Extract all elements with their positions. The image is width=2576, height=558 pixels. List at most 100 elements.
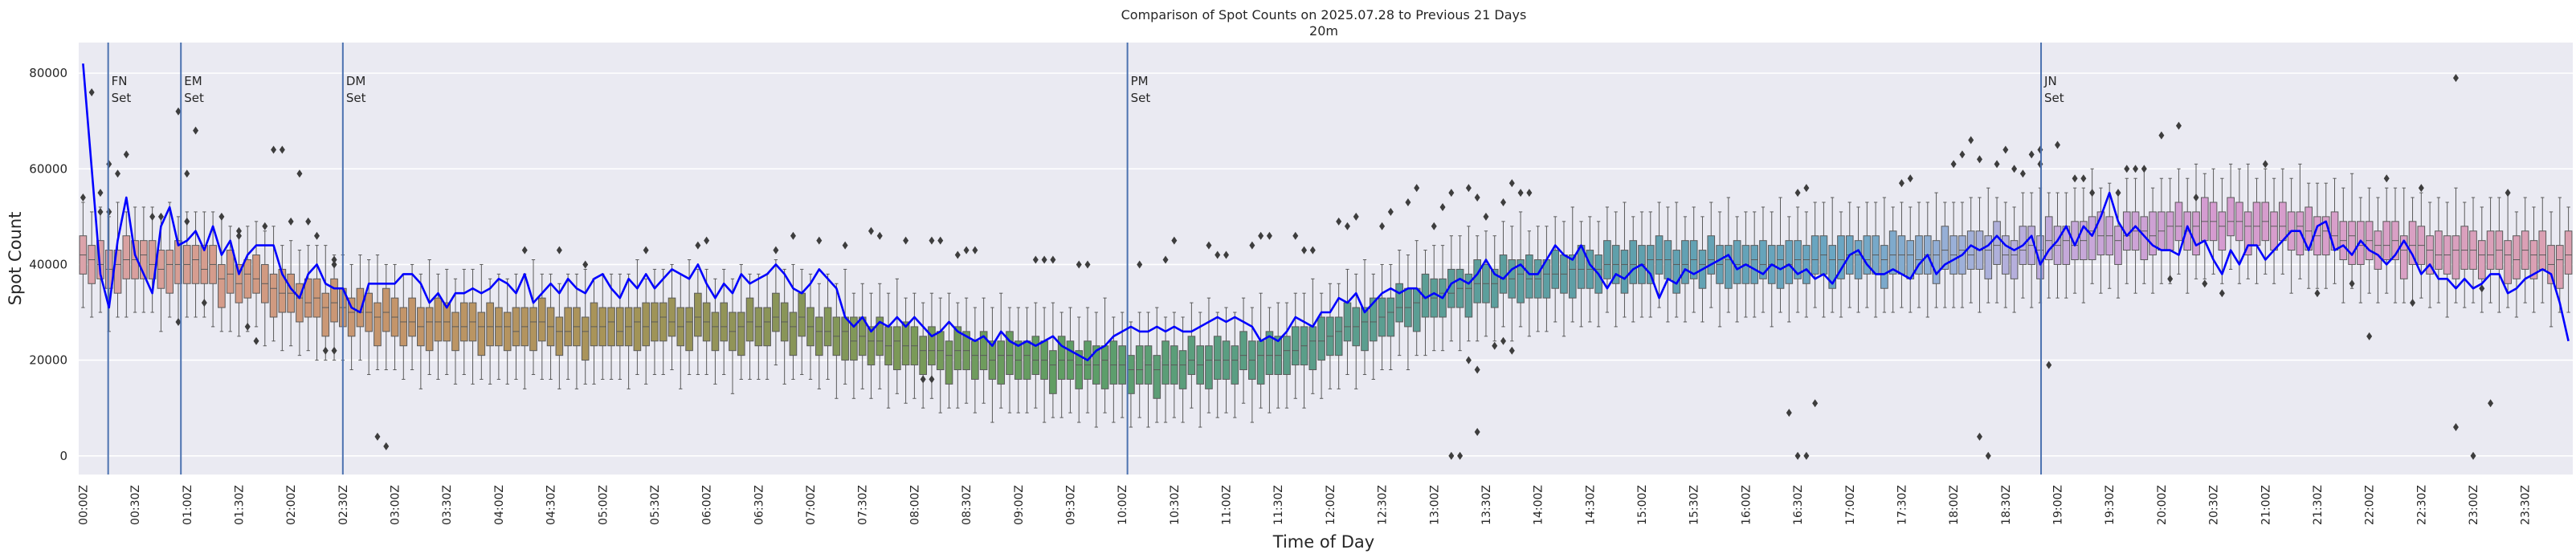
- x-tick-label: 16:30Z: [1792, 485, 1805, 525]
- outlier-point: [695, 241, 701, 250]
- outlier-point: [1041, 255, 1047, 264]
- x-tick-label: 11:00Z: [1221, 485, 1234, 525]
- iqr-box: [2477, 240, 2486, 279]
- iqr-box: [876, 316, 884, 356]
- box-22:00Z-264: [2365, 187, 2374, 294]
- box-01:30Z-22: [269, 226, 278, 342]
- box-03:00Z-40: [425, 259, 434, 375]
- x-tick-label: 23:00Z: [2468, 485, 2480, 525]
- box-01:30Z-20: [252, 221, 260, 328]
- iqr-box: [330, 278, 338, 323]
- box-12:00Z-145: [1334, 283, 1343, 389]
- x-tick-label: 17:00Z: [1844, 485, 1857, 525]
- iqr-box: [1464, 273, 1473, 318]
- iqr-box: [2374, 230, 2382, 270]
- iqr-box: [2382, 221, 2391, 260]
- iqr-box: [459, 302, 468, 342]
- chart-title: Comparison of Spot Counts on 2025.07.28 …: [1121, 7, 1527, 22]
- outlier-point: [235, 231, 242, 240]
- x-tick-label: 16:00Z: [1740, 485, 1753, 525]
- iqr-box: [667, 297, 676, 337]
- iqr-box: [1941, 226, 1949, 270]
- outlier-point: [235, 226, 242, 235]
- x-tick-label: 01:30Z: [233, 485, 246, 525]
- x-tick-label: 07:00Z: [805, 485, 818, 525]
- iqr-box: [122, 235, 131, 279]
- iqr-box: [1031, 336, 1040, 375]
- iqr-box: [979, 331, 988, 371]
- iqr-box: [191, 245, 200, 284]
- outlier-point: [1483, 212, 1489, 221]
- x-tick-label: 05:30Z: [649, 485, 662, 525]
- outlier-point: [1803, 451, 1810, 460]
- iqr-box: [659, 302, 667, 342]
- box-06:30Z-83: [798, 268, 806, 375]
- outlier-point: [2141, 165, 2147, 173]
- iqr-box: [1127, 355, 1135, 394]
- iqr-box: [745, 297, 754, 342]
- x-tick-label: 13:30Z: [1480, 485, 1493, 525]
- marker-label-sub: Set: [346, 91, 366, 105]
- box-08:00Z-97: [919, 302, 927, 409]
- outlier-point: [1474, 193, 1480, 202]
- iqr-box: [1412, 287, 1421, 332]
- outlier-point: [322, 346, 329, 355]
- box-12:30Z-151: [1386, 263, 1395, 371]
- box-08:30Z-105: [988, 307, 997, 423]
- iqr-box: [503, 312, 512, 352]
- iqr-box: [1785, 240, 1794, 284]
- box-07:00Z-87: [832, 283, 841, 399]
- iqr-box: [140, 240, 148, 279]
- box-15:30Z-189: [1716, 211, 1724, 328]
- box-19:00Z-230: [2071, 187, 2079, 294]
- x-tick-label: 22:30Z: [2415, 485, 2428, 525]
- outlier-point: [2046, 360, 2052, 369]
- box-18:30Z-222: [2002, 202, 2010, 308]
- box-09:00Z-110: [1031, 302, 1040, 409]
- box-14:30Z-176: [1603, 206, 1611, 313]
- outlier-point: [2452, 74, 2459, 83]
- outlier-point: [1803, 184, 1810, 193]
- box-17:00Z-208: [1880, 197, 1888, 313]
- outlier-point: [1457, 451, 1464, 460]
- box-00:00Z-5: [122, 211, 131, 318]
- box-11:30Z-143: [1317, 292, 1325, 399]
- outlier-point: [1985, 451, 1991, 460]
- x-tick-label: 18:30Z: [2000, 485, 2013, 525]
- outlier-point: [288, 217, 294, 226]
- iqr-box: [2426, 235, 2434, 275]
- iqr-box: [823, 307, 832, 347]
- box-23:30Z-282: [2521, 197, 2529, 303]
- box-04:30Z-59: [590, 278, 598, 385]
- iqr-box: [1750, 245, 1758, 284]
- x-tick-label: 07:30Z: [857, 485, 870, 525]
- iqr-box: [1075, 350, 1084, 389]
- iqr-box: [685, 307, 693, 352]
- box-00:00Z-3: [104, 216, 113, 332]
- box-07:30Z-91: [867, 292, 876, 399]
- box-15:00Z-182: [1655, 202, 1664, 308]
- box-15:00Z-184: [1672, 202, 1680, 318]
- x-tick-label: 05:00Z: [597, 485, 610, 525]
- iqr-box: [2513, 235, 2521, 279]
- iqr-box: [1646, 245, 1655, 284]
- box-03:30Z-44: [459, 268, 468, 375]
- outlier-point: [1084, 260, 1091, 269]
- box-22:00Z-265: [2374, 197, 2382, 303]
- box-22:30Z-272: [2435, 197, 2443, 303]
- iqr-box: [1334, 316, 1343, 356]
- iqr-box: [1231, 345, 1239, 385]
- outlier-point: [2314, 289, 2321, 298]
- marker-label-sub: Set: [184, 91, 204, 105]
- iqr-box: [2174, 202, 2183, 242]
- outlier-point: [2011, 165, 2018, 173]
- iqr-box: [1135, 345, 1144, 385]
- iqr-box: [1239, 331, 1247, 371]
- outlier-point: [1344, 222, 1350, 230]
- iqr-box: [304, 278, 312, 318]
- outlier-point: [842, 241, 848, 250]
- box-15:00Z-183: [1664, 206, 1672, 323]
- iqr-box: [642, 302, 650, 347]
- iqr-box: [425, 307, 434, 352]
- iqr-box: [1551, 250, 1560, 289]
